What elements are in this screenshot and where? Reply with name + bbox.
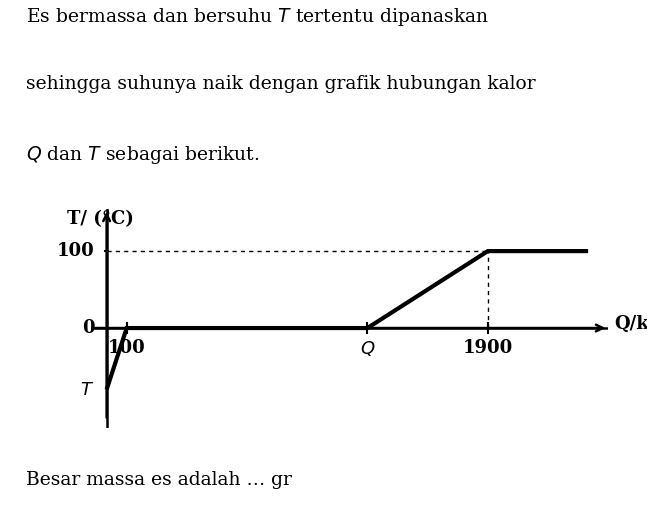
Text: Q/kal: Q/kal [614,315,647,333]
Text: $Q$: $Q$ [360,339,375,358]
Text: sehingga suhunya naik dengan grafik hubungan kalor: sehingga suhunya naik dengan grafik hubu… [26,75,536,93]
Text: 0: 0 [82,319,94,337]
Text: Es bermassa dan bersuhu $T$ tertentu dipanaskan: Es bermassa dan bersuhu $T$ tertentu dip… [26,6,489,28]
Text: 1900: 1900 [463,339,513,357]
Text: Besar massa es adalah … gr: Besar massa es adalah … gr [26,471,292,489]
Text: $Q$ dan $T$ sebagai berikut.: $Q$ dan $T$ sebagai berikut. [26,144,259,166]
Text: T/ (°C): T/ (°C) [67,210,133,228]
Text: 100: 100 [108,339,146,357]
Text: 100: 100 [57,242,94,260]
Text: $T$: $T$ [80,381,94,399]
